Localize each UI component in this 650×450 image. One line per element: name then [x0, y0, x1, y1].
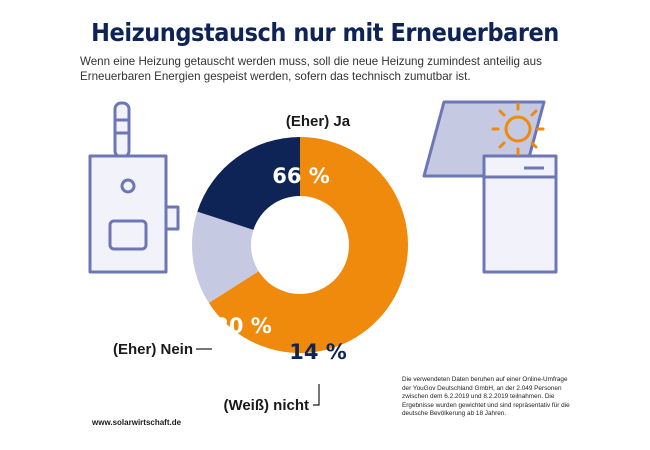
- sun-icon: [491, 102, 545, 156]
- boiler-icon: [88, 101, 180, 274]
- donut-slices: [191, 137, 409, 353]
- donut-slice-1: [208, 137, 409, 353]
- donut-slice-2: [191, 211, 259, 303]
- chart-title: Heizungstausch nur mit Erneuerbaren: [91, 18, 559, 47]
- percent-labels: 66 % 14 % 20 %: [214, 164, 347, 364]
- label-eher-nein: (Eher) Nein: [113, 341, 193, 358]
- chart-subtitle: Wenn eine Heizung getauscht werden muss,…: [80, 55, 542, 83]
- label-weiss-nicht: (Weiß) nicht: [223, 397, 309, 414]
- donut-slice-3: [197, 137, 300, 230]
- label-eher-ja: (Eher) Ja: [286, 113, 351, 130]
- percent-label-2: 14 %: [289, 340, 347, 364]
- source-url: www.solarwirtschaft.de: [92, 418, 182, 427]
- percent-label-3: 20 %: [214, 314, 272, 338]
- solar-panel-icon: [422, 100, 558, 274]
- percent-label-1: 66 %: [272, 164, 330, 188]
- leader-line-weiss-nicht: [313, 384, 320, 406]
- survey-footnote: Die verwendeten Daten beruhen auf einer …: [402, 376, 570, 418]
